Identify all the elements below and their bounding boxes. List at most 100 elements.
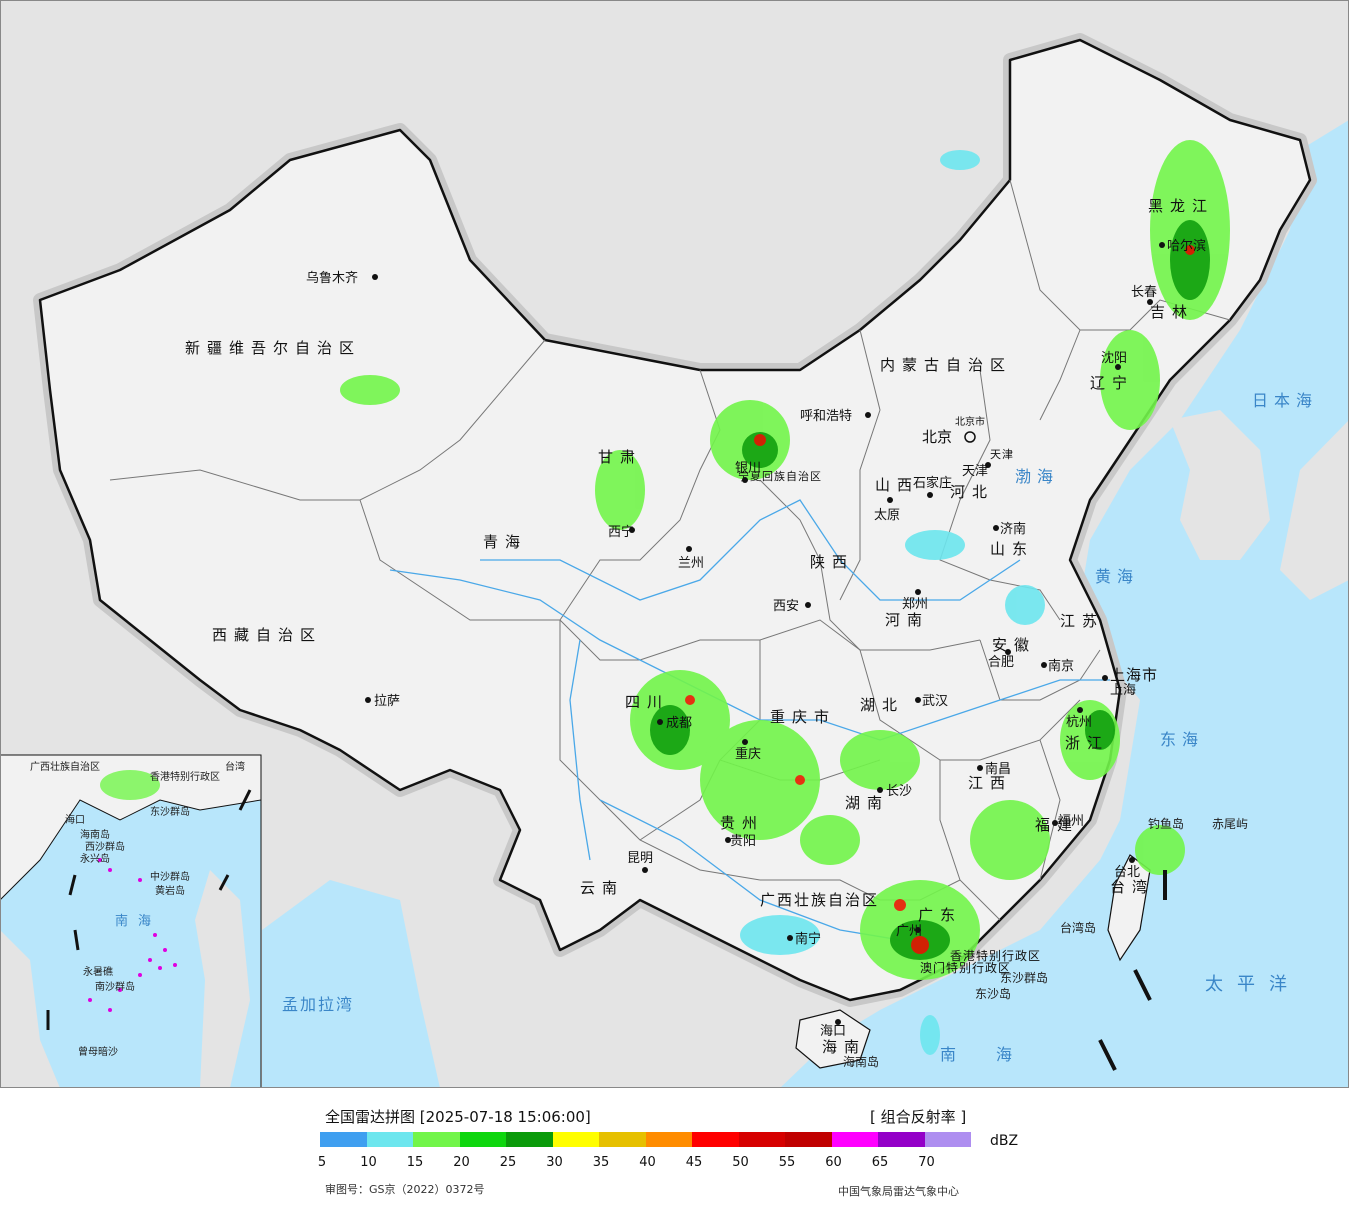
svg-text:广西壮族自治区: 广西壮族自治区 xyxy=(30,760,100,773)
label-tianjin: 天津 xyxy=(990,448,1014,461)
legend-tick-label: 40 xyxy=(639,1155,656,1170)
label-bohai: 渤海 xyxy=(1015,467,1059,486)
legend-swatch xyxy=(692,1132,739,1147)
label-guizhou: 贵州 xyxy=(720,814,764,832)
legend-title: 全国雷达拼图 [2025-07-18 15:06:00] xyxy=(325,1108,591,1126)
svg-text:东沙岛: 东沙岛 xyxy=(975,986,1011,1001)
legend-tick-label: 50 xyxy=(732,1155,749,1170)
korea-land xyxy=(1170,410,1270,560)
svg-text:重庆: 重庆 xyxy=(735,746,761,762)
legend-tick-label: 45 xyxy=(685,1155,703,1170)
legend-tick-label: 60 xyxy=(825,1155,842,1170)
japan-land xyxy=(1280,420,1349,600)
label-hunan: 湖南 xyxy=(845,794,889,812)
label-anhui: 安徽 xyxy=(992,636,1036,654)
svg-text:呼和浩特: 呼和浩特 xyxy=(800,409,852,424)
svg-text:长春: 长春 xyxy=(1131,285,1157,300)
svg-text:郑州: 郑州 xyxy=(902,597,928,612)
svg-text:昆明: 昆明 xyxy=(627,851,653,866)
label-pacific: 太平洋 xyxy=(1205,974,1301,995)
legend-tick-label: 35 xyxy=(592,1155,610,1170)
label-shanxi: 山西 xyxy=(875,476,919,494)
svg-text:哈尔滨: 哈尔滨 xyxy=(1167,238,1206,254)
svg-text:沈阳: 沈阳 xyxy=(1101,351,1127,366)
label-xizang: 西藏自治区 xyxy=(212,626,322,644)
legend-swatch xyxy=(552,1132,599,1147)
map-canvas: 新疆维吾尔自治区 西藏自治区 青海 甘肃 内蒙古自治区 黑龙江 吉林 辽宁 河北… xyxy=(0,0,1349,1088)
svg-text:上海: 上海 xyxy=(1110,683,1136,698)
city-guiyang: 贵阳 xyxy=(725,834,756,849)
svg-text:海南岛: 海南岛 xyxy=(843,1054,879,1069)
bay-of-bengal xyxy=(262,880,440,1088)
svg-text:南沙群岛: 南沙群岛 xyxy=(95,980,135,993)
legend-swatch xyxy=(924,1132,971,1147)
svg-text:福州: 福州 xyxy=(1058,814,1084,829)
legend-swatch xyxy=(459,1132,506,1147)
city-jinan: 济南 xyxy=(993,521,1026,537)
city-yinchuan: 银川 xyxy=(735,461,761,483)
svg-text:海口: 海口 xyxy=(820,1024,846,1039)
svg-text:西宁: 西宁 xyxy=(608,524,634,540)
svg-text:合肥: 合肥 xyxy=(988,655,1014,670)
city-lanzhou: 兰州 xyxy=(678,546,704,571)
label-yellow-sea: 黄海 xyxy=(1095,567,1139,586)
city-hohhot: 呼和浩特 xyxy=(800,409,871,424)
province-labels: 新疆维吾尔自治区 西藏自治区 青海 甘肃 内蒙古自治区 黑龙江 吉林 辽宁 河北… xyxy=(185,197,1207,1056)
island-labels: 钓鱼岛 赤尾屿 台湾岛 东沙群岛 东沙岛 海南岛 xyxy=(843,816,1248,1069)
city-harbin: 哈尔滨 xyxy=(1159,238,1206,254)
label-hongkong: 香港特别行政区 xyxy=(950,948,1041,963)
label-gansu: 甘肃 xyxy=(598,448,642,466)
sea-labels: 日本海 渤海 黄海 东海 太平洋 南海 孟加拉湾 xyxy=(282,391,1318,1064)
city-nanjing: 南京 xyxy=(1041,658,1074,674)
city-fuzhou: 福州 xyxy=(1052,814,1084,829)
svg-text:北京: 北京 xyxy=(922,428,952,446)
label-henan: 河南 xyxy=(885,611,929,629)
svg-text:永暑礁: 永暑礁 xyxy=(83,965,113,978)
legend-unit: dBZ xyxy=(990,1133,1019,1149)
label-jiangsu: 江苏 xyxy=(1060,612,1104,630)
label-bay-of-bengal: 孟加拉湾 xyxy=(282,995,354,1014)
label-shaanxi: 陕西 xyxy=(810,553,854,571)
city-taiyuan: 太原 xyxy=(874,497,900,523)
japan-sea xyxy=(1250,220,1349,470)
svg-text:香港特别行政区: 香港特别行政区 xyxy=(150,770,220,783)
legend-tick-label: 5 xyxy=(317,1155,327,1170)
city-nanchang: 南昌 xyxy=(977,761,1011,777)
svg-text:拉萨: 拉萨 xyxy=(374,694,400,709)
label-xinjiang: 新疆维吾尔自治区 xyxy=(185,339,361,357)
city-changchun: 长春 xyxy=(1131,285,1157,305)
svg-text:钓鱼岛: 钓鱼岛 xyxy=(1148,816,1184,831)
label-guangdong: 广东 xyxy=(918,906,962,924)
legend-tick-label: 25 xyxy=(499,1155,517,1170)
legend-tick-label: 55 xyxy=(778,1155,796,1170)
city-lhasa: 拉萨 xyxy=(365,694,400,709)
east-sea xyxy=(780,120,1349,1088)
svg-text:中沙群岛: 中沙群岛 xyxy=(150,870,190,883)
city-urumqi: 乌鲁木齐 xyxy=(306,270,378,286)
label-macao: 澳门特别行政区 xyxy=(920,960,1011,975)
radar-map[interactable]: 新疆维吾尔自治区 西藏自治区 青海 甘肃 内蒙古自治区 黑龙江 吉林 辽宁 河北… xyxy=(0,0,1349,1088)
city-changsha: 长沙 xyxy=(877,784,912,799)
svg-text:黄岩岛: 黄岩岛 xyxy=(155,884,185,897)
svg-text:南宁: 南宁 xyxy=(795,931,821,947)
svg-text:杭州: 杭州 xyxy=(1066,715,1092,730)
label-beijing-city: 北京市 xyxy=(955,415,985,428)
label-ningxia: 宁夏回族自治区 xyxy=(738,469,822,483)
legend-swatch xyxy=(878,1132,925,1147)
legend-tick-label: 70 xyxy=(918,1155,935,1170)
label-jilin: 吉林 xyxy=(1150,303,1194,321)
svg-text:海南岛: 海南岛 xyxy=(80,828,110,841)
svg-text:济南: 济南 xyxy=(1000,521,1026,537)
label-guangxi: 广西壮族自治区 xyxy=(760,891,879,909)
label-qinghai: 青海 xyxy=(483,533,527,551)
south-china-sea-inset: 广西壮族自治区 香港特别行政区 台湾 海口 海南岛 东沙群岛 西沙群岛 永兴岛 … xyxy=(0,754,262,1088)
city-nanning: 南宁 xyxy=(787,931,821,947)
label-liaoning: 辽宁 xyxy=(1090,374,1134,392)
svg-text:赤尾屿: 赤尾屿 xyxy=(1212,817,1248,831)
label-sichuan: 四川 xyxy=(625,693,669,711)
label-japan-sea: 日本海 xyxy=(1252,391,1318,410)
city-shanghai: 上海 xyxy=(1102,675,1136,698)
svg-text:乌鲁木齐: 乌鲁木齐 xyxy=(306,270,358,286)
svg-text:东沙群岛: 东沙群岛 xyxy=(150,805,190,818)
